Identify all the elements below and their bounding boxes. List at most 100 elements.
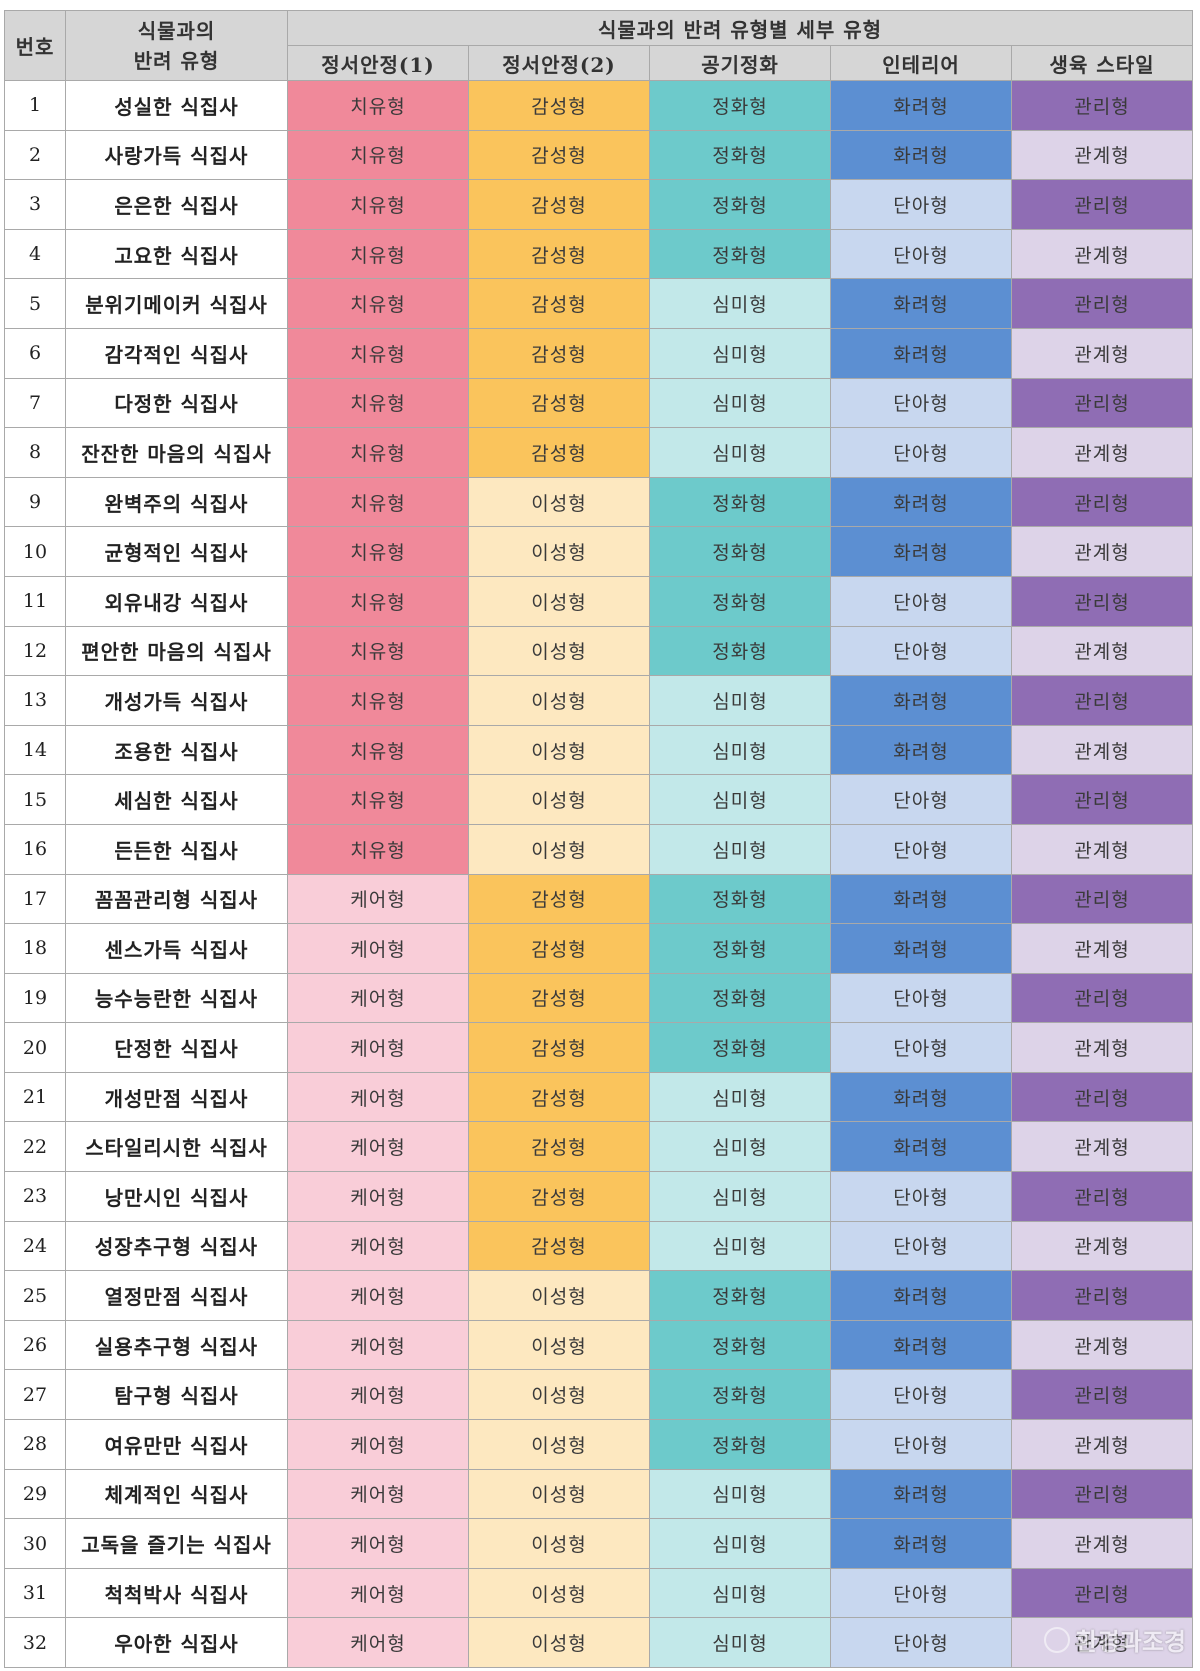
header-emotional-2: 정서안정(2)	[469, 46, 650, 81]
row-type-name: 체계적인 식집사	[66, 1469, 288, 1519]
cell-emotional-1: 케어형	[288, 1172, 469, 1222]
table-row: 18 센스가득 식집사 케어형 감성형 정화형 화려형 관계형	[5, 924, 1193, 974]
row-type-name: 편안한 마음의 식집사	[66, 626, 288, 676]
table-row: 12 편안한 마음의 식집사 치유형 이성형 정화형 단아형 관계형	[5, 626, 1193, 676]
table-row: 26 실용추구형 식집사 케어형 이성형 정화형 화려형 관계형	[5, 1320, 1193, 1370]
row-number: 22	[5, 1122, 66, 1172]
cell-emotional-2: 이성형	[469, 1568, 650, 1618]
cell-growth-style: 관리형	[1012, 576, 1193, 626]
cell-emotional-2: 감성형	[469, 1122, 650, 1172]
table-row: 1 성실한 식집사 치유형 감성형 정화형 화려형 관리형	[5, 81, 1193, 131]
row-number: 4	[5, 229, 66, 279]
row-number: 28	[5, 1420, 66, 1470]
cell-interior: 단아형	[831, 626, 1012, 676]
table-row: 7 다정한 식집사 치유형 감성형 심미형 단아형 관리형	[5, 378, 1193, 428]
plant-type-table-container: 번호 식물과의 반려 유형 식물과의 반려 유형별 세부 유형 정서안정(1) 정…	[4, 10, 1192, 1668]
row-number: 27	[5, 1370, 66, 1420]
cell-emotional-2: 이성형	[469, 824, 650, 874]
cell-emotional-2: 감성형	[469, 874, 650, 924]
cell-interior: 단아형	[831, 378, 1012, 428]
cell-growth-style: 관계형	[1012, 1320, 1193, 1370]
row-type-name: 조용한 식집사	[66, 725, 288, 775]
row-type-name: 고독을 즐기는 식집사	[66, 1519, 288, 1569]
cell-interior: 단아형	[831, 1172, 1012, 1222]
cell-emotional-1: 케어형	[288, 874, 469, 924]
table-row: 31 척척박사 식집사 케어형 이성형 심미형 단아형 관리형	[5, 1568, 1193, 1618]
cell-emotional-2: 감성형	[469, 1072, 650, 1122]
cell-air-purify: 심미형	[650, 1122, 831, 1172]
cell-interior: 화려형	[831, 81, 1012, 131]
table-row: 25 열정만점 식집사 케어형 이성형 정화형 화려형 관리형	[5, 1271, 1193, 1321]
row-type-name: 성장추구형 식집사	[66, 1221, 288, 1271]
table-row: 32 우아한 식집사 케어형 이성형 심미형 단아형 관계형	[5, 1618, 1193, 1668]
cell-air-purify: 정화형	[650, 874, 831, 924]
cell-interior: 단아형	[831, 428, 1012, 478]
cell-air-purify: 심미형	[650, 775, 831, 825]
cell-growth-style: 관리형	[1012, 1370, 1193, 1420]
row-number: 32	[5, 1618, 66, 1668]
cell-air-purify: 심미형	[650, 1072, 831, 1122]
cell-air-purify: 심미형	[650, 725, 831, 775]
cell-air-purify: 정화형	[650, 81, 831, 131]
table-row: 29 체계적인 식집사 케어형 이성형 심미형 화려형 관리형	[5, 1469, 1193, 1519]
cell-emotional-2: 감성형	[469, 279, 650, 329]
header-emotional-1: 정서안정(1)	[288, 46, 469, 81]
table-row: 30 고독을 즐기는 식집사 케어형 이성형 심미형 화려형 관계형	[5, 1519, 1193, 1569]
cell-emotional-1: 치유형	[288, 279, 469, 329]
cell-interior: 단아형	[831, 824, 1012, 874]
row-type-name: 센스가득 식집사	[66, 924, 288, 974]
row-number: 11	[5, 576, 66, 626]
table-row: 28 여유만만 식집사 케어형 이성형 정화형 단아형 관계형	[5, 1420, 1193, 1470]
cell-emotional-1: 치유형	[288, 626, 469, 676]
cell-growth-style: 관계형	[1012, 527, 1193, 577]
row-number: 17	[5, 874, 66, 924]
cell-emotional-2: 이성형	[469, 576, 650, 626]
cell-growth-style: 관계형	[1012, 1122, 1193, 1172]
table-row: 11 외유내강 식집사 치유형 이성형 정화형 단아형 관리형	[5, 576, 1193, 626]
cell-growth-style: 관계형	[1012, 1221, 1193, 1271]
cell-emotional-2: 감성형	[469, 973, 650, 1023]
cell-growth-style: 관계형	[1012, 229, 1193, 279]
header-number: 번호	[5, 11, 66, 81]
table-row: 16 든든한 식집사 치유형 이성형 심미형 단아형 관계형	[5, 824, 1193, 874]
table-row: 19 능수능란한 식집사 케어형 감성형 정화형 단아형 관리형	[5, 973, 1193, 1023]
cell-interior: 화려형	[831, 1519, 1012, 1569]
row-number: 25	[5, 1271, 66, 1321]
row-number: 31	[5, 1568, 66, 1618]
cell-growth-style: 관계형	[1012, 328, 1193, 378]
cell-air-purify: 심미형	[650, 1172, 831, 1222]
cell-air-purify: 정화형	[650, 477, 831, 527]
cell-emotional-1: 케어형	[288, 1370, 469, 1420]
cell-interior: 단아형	[831, 1023, 1012, 1073]
header-companion-type: 식물과의 반려 유형	[66, 11, 288, 81]
cell-growth-style: 관리형	[1012, 1469, 1193, 1519]
table-row: 22 스타일리시한 식집사 케어형 감성형 심미형 화려형 관계형	[5, 1122, 1193, 1172]
cell-air-purify: 정화형	[650, 1023, 831, 1073]
cell-growth-style: 관계형	[1012, 924, 1193, 974]
watermark: 환경과조경	[1044, 1622, 1186, 1657]
cell-growth-style: 관계형	[1012, 1519, 1193, 1569]
cell-growth-style: 관리형	[1012, 1271, 1193, 1321]
cell-growth-style: 관계형	[1012, 824, 1193, 874]
row-number: 29	[5, 1469, 66, 1519]
cell-growth-style: 관계형	[1012, 130, 1193, 180]
cell-interior: 화려형	[831, 279, 1012, 329]
cell-air-purify: 정화형	[650, 924, 831, 974]
row-type-name: 낭만시인 식집사	[66, 1172, 288, 1222]
table-row: 9 완벽주의 식집사 치유형 이성형 정화형 화려형 관리형	[5, 477, 1193, 527]
table-row: 15 세심한 식집사 치유형 이성형 심미형 단아형 관리형	[5, 775, 1193, 825]
cell-emotional-1: 케어형	[288, 1568, 469, 1618]
cell-air-purify: 정화형	[650, 973, 831, 1023]
table-row: 23 낭만시인 식집사 케어형 감성형 심미형 단아형 관리형	[5, 1172, 1193, 1222]
cell-growth-style: 관리형	[1012, 180, 1193, 230]
cell-emotional-2: 이성형	[469, 1618, 650, 1668]
cell-interior: 화려형	[831, 527, 1012, 577]
cell-emotional-2: 감성형	[469, 1221, 650, 1271]
watermark-logo-icon	[1044, 1627, 1070, 1653]
cell-growth-style: 관리형	[1012, 874, 1193, 924]
row-type-name: 단정한 식집사	[66, 1023, 288, 1073]
cell-emotional-2: 감성형	[469, 229, 650, 279]
cell-interior: 화려형	[831, 1122, 1012, 1172]
table-row: 10 균형적인 식집사 치유형 이성형 정화형 화려형 관계형	[5, 527, 1193, 577]
cell-growth-style: 관리형	[1012, 775, 1193, 825]
